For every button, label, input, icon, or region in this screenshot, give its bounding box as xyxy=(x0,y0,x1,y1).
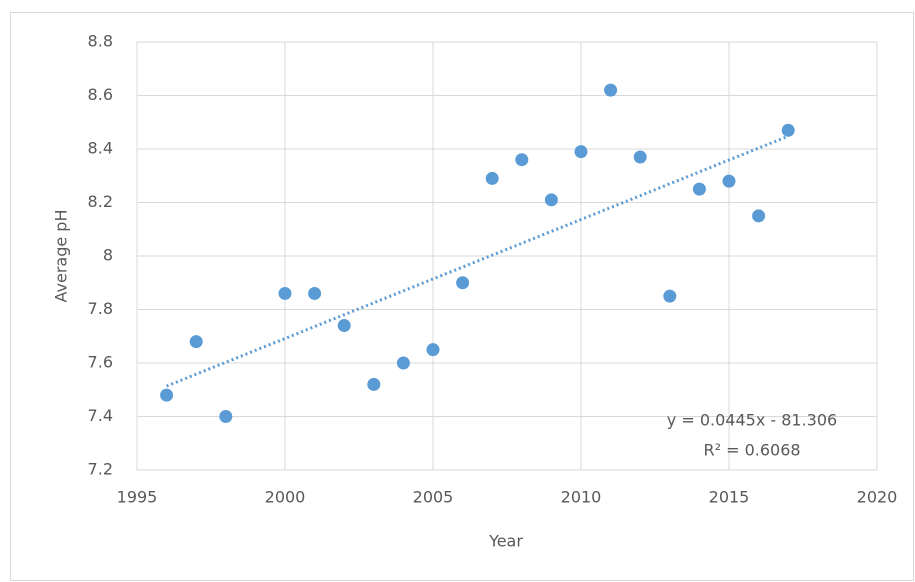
data-point xyxy=(604,83,618,97)
data-point xyxy=(544,193,558,207)
data-point xyxy=(722,174,736,188)
x-axis-label: Year xyxy=(488,532,523,551)
x-tick-label: 2000 xyxy=(265,488,306,507)
y-tick-label: 8.4 xyxy=(88,139,113,158)
data-point xyxy=(574,145,588,159)
x-tick-label: 2020 xyxy=(857,488,898,507)
y-tick-label: 8 xyxy=(103,246,113,265)
data-point xyxy=(456,276,470,290)
data-point xyxy=(219,410,233,423)
data-point xyxy=(485,171,499,185)
chart-frame xyxy=(10,12,914,581)
data-point xyxy=(663,289,677,303)
x-tick-label: 2010 xyxy=(561,488,602,507)
x-tick-label: 2015 xyxy=(709,488,750,507)
data-point xyxy=(515,153,529,167)
data-point xyxy=(633,150,647,164)
data-point xyxy=(278,286,292,300)
y-axis-label: Average pH xyxy=(52,210,71,303)
trendline-equation: y = 0.0445x - 81.306 xyxy=(667,411,837,430)
data-point xyxy=(160,388,174,402)
y-tick-label: 7.2 xyxy=(88,460,113,479)
data-point xyxy=(308,286,322,300)
data-point xyxy=(367,377,381,391)
data-point xyxy=(752,209,766,223)
x-tick-label: 1995 xyxy=(117,488,158,507)
data-point xyxy=(692,182,706,196)
x-tick-label: 2005 xyxy=(413,488,454,507)
trendline-r-squared: R² = 0.6068 xyxy=(703,441,800,460)
data-point xyxy=(337,319,351,333)
y-tick-label: 7.8 xyxy=(88,299,113,318)
data-point xyxy=(781,123,795,137)
data-point xyxy=(396,356,410,370)
y-tick-label: 7.6 xyxy=(88,353,113,372)
y-tick-label: 8.8 xyxy=(88,32,113,51)
data-point xyxy=(189,335,203,349)
y-tick-label: 7.4 xyxy=(88,406,113,425)
trendline xyxy=(166,134,789,388)
y-tick-label: 8.2 xyxy=(88,192,113,211)
y-tick-label: 8.6 xyxy=(88,85,113,104)
data-point xyxy=(426,343,440,357)
